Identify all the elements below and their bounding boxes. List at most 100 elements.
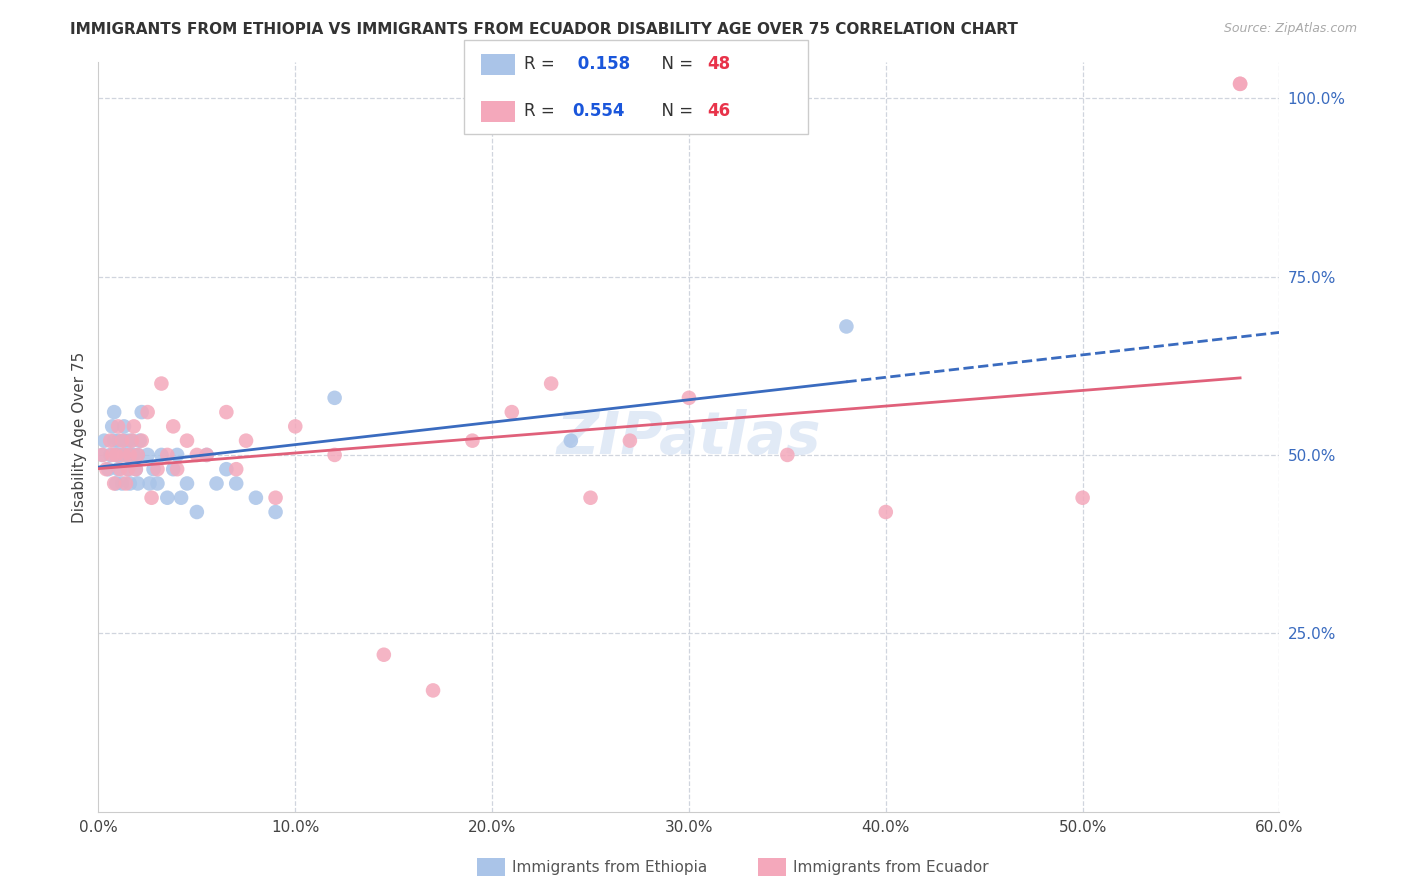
Point [186, 448, 208, 462]
Point [176, 434, 198, 448]
Text: ZIPatlas: ZIPatlas [557, 409, 821, 466]
Point [156, 491, 179, 505]
Text: R =: R = [524, 55, 561, 73]
Point [125, 462, 148, 476]
Point [146, 462, 169, 476]
Point [127, 448, 149, 462]
Point [146, 476, 169, 491]
Point [225, 476, 247, 491]
Point [225, 462, 247, 476]
Point [107, 462, 129, 476]
Point [540, 376, 562, 391]
Point [122, 448, 145, 462]
Point [107, 434, 129, 448]
Point [115, 476, 138, 491]
Point [118, 476, 141, 491]
Point [162, 419, 184, 434]
Point [422, 683, 444, 698]
Point [323, 391, 346, 405]
Point [678, 391, 700, 405]
Point [560, 434, 582, 448]
Point [112, 419, 135, 434]
Point [1229, 77, 1251, 91]
Point [118, 448, 141, 462]
Point [105, 448, 128, 462]
Point [166, 462, 188, 476]
Point [118, 448, 141, 462]
Point [373, 648, 395, 662]
Point [127, 448, 149, 462]
Point [122, 419, 145, 434]
Point [111, 476, 134, 491]
Point [162, 462, 184, 476]
Text: IMMIGRANTS FROM ETHIOPIA VS IMMIGRANTS FROM ECUADOR DISABILITY AGE OVER 75 CORRE: IMMIGRANTS FROM ETHIOPIA VS IMMIGRANTS F… [70, 22, 1018, 37]
Point [125, 462, 148, 476]
Point [128, 434, 150, 448]
Point [98, 434, 121, 448]
Point [105, 476, 128, 491]
Point [131, 434, 153, 448]
Point [776, 448, 799, 462]
Point [111, 448, 134, 462]
Point [264, 505, 287, 519]
Point [103, 476, 125, 491]
Point [101, 448, 124, 462]
Point [875, 505, 897, 519]
Point [91, 448, 114, 462]
Point [108, 462, 131, 476]
Point [131, 405, 153, 419]
Point [101, 419, 124, 434]
Point [215, 462, 238, 476]
Point [112, 434, 135, 448]
Text: R =: R = [524, 103, 561, 120]
Point [98, 448, 121, 462]
Point [142, 462, 165, 476]
Point [215, 405, 238, 419]
Point [245, 491, 267, 505]
Point [97, 462, 120, 476]
Point [235, 434, 257, 448]
Point [579, 491, 602, 505]
Y-axis label: Disability Age Over 75: Disability Age Over 75 [72, 351, 87, 523]
Point [264, 491, 287, 505]
Text: N =: N = [651, 103, 699, 120]
Point [284, 419, 307, 434]
Point [195, 448, 218, 462]
Point [1071, 491, 1094, 505]
Point [205, 476, 228, 491]
Point [176, 476, 198, 491]
Point [138, 476, 160, 491]
Point [150, 448, 173, 462]
Point [461, 434, 484, 448]
Text: 48: 48 [707, 55, 730, 73]
Point [186, 505, 208, 519]
Point [1229, 77, 1251, 91]
Text: Immigrants from Ethiopia: Immigrants from Ethiopia [512, 860, 707, 874]
Text: 46: 46 [707, 103, 730, 120]
Point [107, 448, 129, 462]
Point [150, 376, 173, 391]
Point [121, 434, 143, 448]
Text: 0.554: 0.554 [572, 103, 624, 120]
Point [323, 448, 346, 462]
Point [117, 434, 139, 448]
Point [501, 405, 523, 419]
Point [103, 405, 125, 419]
Text: N =: N = [651, 55, 699, 73]
Point [156, 448, 179, 462]
Point [103, 434, 125, 448]
Point [112, 448, 135, 462]
Text: 0.158: 0.158 [572, 55, 630, 73]
Text: Immigrants from Ecuador: Immigrants from Ecuador [793, 860, 988, 874]
Point [141, 491, 163, 505]
Point [127, 476, 149, 491]
Point [115, 448, 138, 462]
Point [107, 419, 129, 434]
Point [835, 319, 858, 334]
Text: Source: ZipAtlas.com: Source: ZipAtlas.com [1223, 22, 1357, 36]
Point [117, 462, 139, 476]
Point [166, 448, 188, 462]
Point [136, 448, 159, 462]
Point [91, 448, 114, 462]
Point [105, 448, 128, 462]
